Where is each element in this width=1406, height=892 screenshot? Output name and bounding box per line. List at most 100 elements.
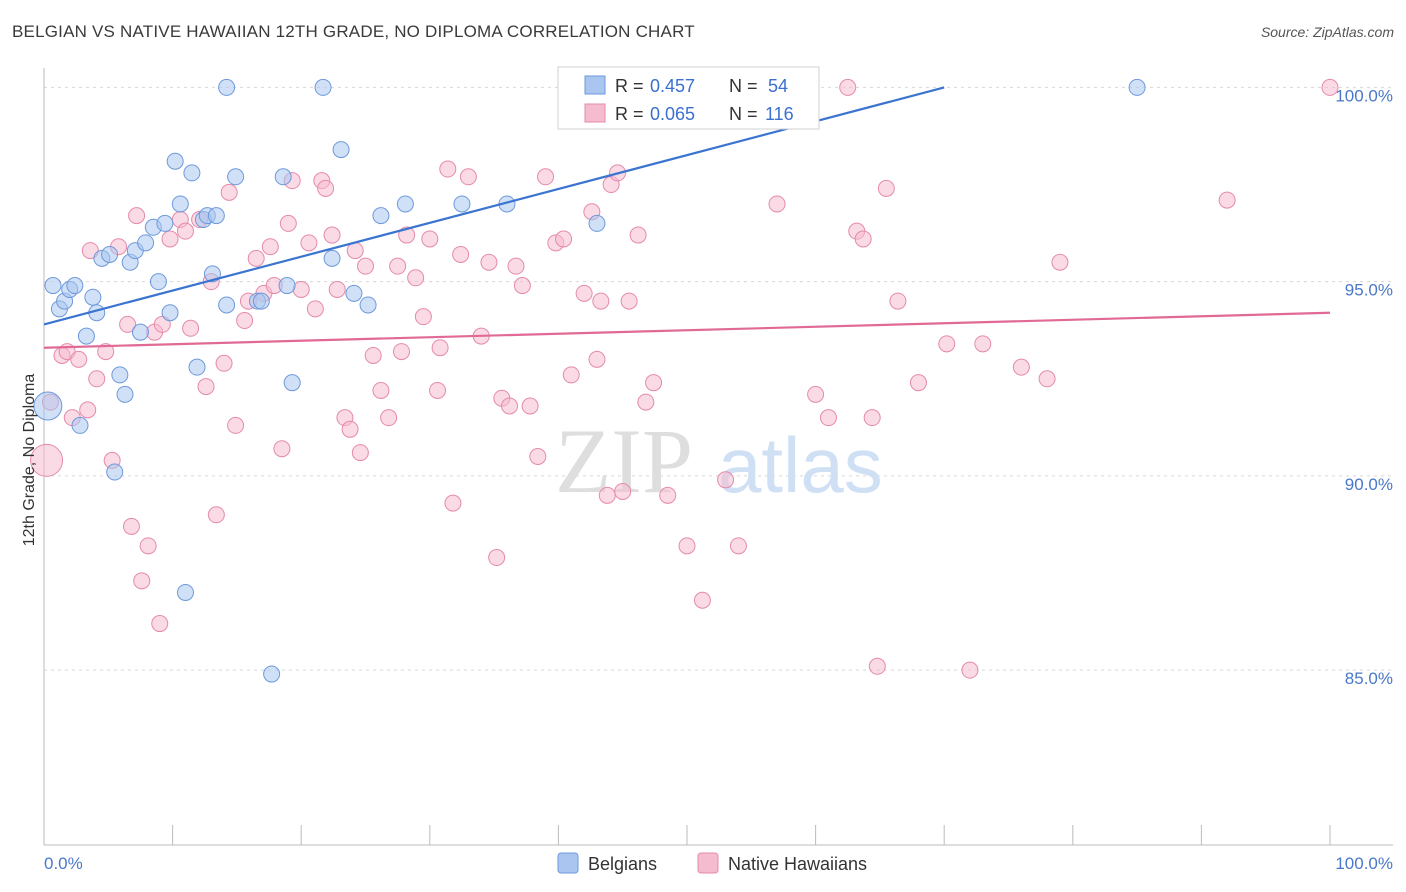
x-tick-label-right: 100.0% [1335,854,1393,873]
native-hawaiians-point-42 [306,300,324,318]
native-hawaiians-point-98 [768,195,786,213]
native-hawaiians-point-106 [877,179,895,197]
belgians-point-7 [77,327,95,345]
chart-title: BELGIAN VS NATIVE HAWAIIAN 12TH GRADE, N… [12,22,695,41]
native-hawaiians-point-79 [562,366,580,384]
native-hawaiians-point-88 [614,482,632,500]
belgians-point-37 [263,665,281,683]
legend-swatch-native-hawaiians [697,852,719,874]
native-hawaiians-point-112 [1012,358,1030,376]
native-hawaiians-point-90 [629,226,647,244]
belgians-point-8 [84,288,102,306]
stats-legend-swatch-pink [584,103,606,123]
y-tick-label-100: 100.0% [1335,86,1393,105]
stats-n-value-2: 116 [765,104,794,124]
y-tick-labels: 85.0% 90.0% 95.0% 100.0% [1335,86,1393,688]
native-hawaiians-point-62 [431,339,449,357]
belgians-point-31 [207,207,225,225]
belgians-point-34 [227,168,245,186]
native-hawaiians-point-37 [273,440,291,458]
native-hawaiians-point-54 [380,409,398,427]
native-hawaiians-point-63 [439,160,457,178]
native-hawaiians-point-30 [227,416,245,434]
belgians-point-17 [131,323,149,341]
native-hawaiians-point-28 [215,354,233,372]
belgians-point-11 [101,245,119,263]
native-hawaiians-point-29 [220,183,238,201]
stats-r-label-1: R = [615,76,644,96]
belgians-point-21 [156,214,174,232]
source-credit: Source: ZipAtlas.com [1260,24,1394,40]
belgians-point-50 [588,214,606,232]
native-hawaiians-point-46 [328,280,346,298]
native-hawaiians-point-69 [488,549,506,567]
belgians-point-26 [183,164,201,182]
native-hawaiians-point-33 [247,249,265,267]
native-hawaiians-point-95 [693,591,711,609]
native-hawaiians-point-23 [182,319,200,337]
native-hawaiians-point-100 [819,409,837,427]
belgians-point-14 [116,385,134,403]
belgians-point-43 [332,141,350,159]
native-hawaiians-point-74 [521,397,539,415]
belgians-point-18 [137,234,155,252]
native-hawaiians-point-18 [151,615,169,633]
native-hawaiians-point-55 [389,257,407,275]
native-hawaiians-point-27 [207,506,225,524]
native-hawaiians-point-8 [88,370,106,388]
native-hawaiians-point-45 [323,226,341,244]
x-tick-label-left: 0.0% [44,854,83,873]
native-hawaiians-point-25 [197,378,215,396]
belgians-point-32 [218,296,236,314]
belgians-point-44 [345,284,363,302]
watermark-atlas: atlas [718,421,883,509]
native-hawaiians-point-61 [429,381,447,399]
native-hawaiians-point-9 [97,343,115,361]
native-hawaiians-trend-line [43,311,1331,349]
native-hawaiians-point-91 [637,393,655,411]
native-hawaiians-point-60 [421,230,439,248]
belgians-point-13 [111,366,129,384]
native-hawaiians-point-81 [575,284,593,302]
native-hawaiians-point-15 [133,572,151,590]
native-hawaiians-point-111 [974,335,992,353]
belgians-point-48 [453,195,471,213]
native-hawaiians-points [30,78,1339,679]
y-tick-label-90: 90.0% [1345,475,1393,494]
native-hawaiians-point-44 [317,179,335,197]
native-hawaiians-point-38 [279,214,297,232]
native-hawaiians-point-65 [452,245,470,263]
native-hawaiians-point-93 [659,486,677,504]
native-hawaiians-point-78 [555,230,573,248]
belgians-point-27 [188,358,206,376]
stats-r-value-1: 0.457 [650,76,695,96]
belgians-point-24 [171,195,189,213]
belgians-point-39 [278,277,296,295]
belgians-point-42 [323,249,341,267]
native-hawaiians-point-71 [501,397,519,415]
native-hawaiians-point-96 [717,471,735,489]
native-hawaiians-point-110 [961,661,979,679]
y-tick-label-95: 95.0% [1345,281,1393,300]
legend-swatch-belgians [557,852,579,874]
native-hawaiians-point-89 [620,292,638,310]
native-hawaiians-point-66 [459,168,477,186]
native-hawaiians-point-58 [407,269,425,287]
belgians-point-12 [106,463,124,481]
native-hawaiians-point-94 [678,537,696,555]
legend-label-belgians: Belgians [588,854,657,874]
belgians-point-38 [274,168,292,186]
belgians-point-36 [252,292,270,310]
native-hawaiians-point-109 [938,335,956,353]
native-hawaiians-point-97 [729,537,747,555]
belgians-point-33 [218,78,236,96]
belgians-point-40 [283,374,301,392]
stats-n-label-1: N = [729,76,758,96]
belgians-point-6 [71,416,89,434]
stats-legend: R = 0.457 N = 54 R = 0.065 N = 116 [557,66,820,130]
native-hawaiians-point-48 [341,420,359,438]
native-hawaiians-point-35 [261,238,279,256]
stats-legend-swatch-blue [584,75,606,95]
belgians-point-23 [166,152,184,170]
native-hawaiians-point-104 [863,409,881,427]
